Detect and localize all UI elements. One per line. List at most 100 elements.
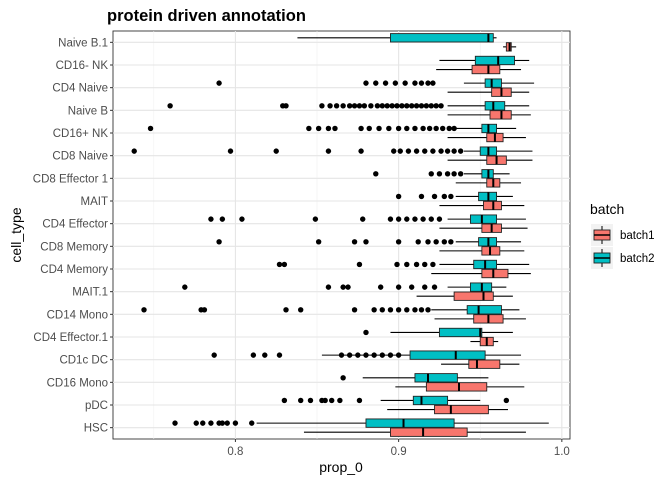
outlier-point xyxy=(340,103,346,109)
outlier-point xyxy=(361,103,368,109)
outlier-point xyxy=(332,125,338,132)
y-tick-label: HSC xyxy=(84,423,108,435)
outlier-point xyxy=(273,148,279,154)
outlier-point xyxy=(239,216,245,222)
outlier-point xyxy=(425,80,431,86)
outlier-point xyxy=(373,171,379,177)
box-batch2 xyxy=(141,305,520,315)
box-batch2 xyxy=(182,282,507,292)
outlier-point xyxy=(404,307,410,313)
outlier-point xyxy=(412,125,418,132)
outlier-point xyxy=(428,171,434,177)
outlier-point xyxy=(425,307,431,313)
box-batch1 xyxy=(470,336,499,347)
box-batch2 xyxy=(167,101,530,111)
outlier-point xyxy=(200,420,206,426)
outlier-point xyxy=(356,261,363,268)
outlier-point xyxy=(327,103,333,109)
box-batch2 xyxy=(281,395,510,406)
box-batch2 xyxy=(340,373,489,383)
outlier-point xyxy=(436,216,443,222)
outlier-point xyxy=(402,80,408,86)
outlier-point xyxy=(389,103,395,109)
outlier-point xyxy=(384,103,390,109)
outlier-point xyxy=(363,80,369,86)
outlier-point xyxy=(315,239,322,245)
y-tick-label: MAIT.1 xyxy=(72,287,108,299)
box-batch1 xyxy=(395,382,525,392)
outlier-point xyxy=(457,171,464,177)
outlier-point xyxy=(423,103,430,109)
iqr-box xyxy=(468,359,501,369)
outlier-point xyxy=(340,375,346,381)
box-batch1 xyxy=(436,64,522,75)
outlier-point xyxy=(444,171,451,177)
outlier-point xyxy=(371,352,377,358)
y-axis: Naive B.1 CD16- NK CD4 Naive Naive B CD16+ N… xyxy=(33,37,113,435)
outlier-point xyxy=(425,239,431,245)
outlier-point xyxy=(224,420,230,426)
outlier-point xyxy=(422,148,428,154)
outlier-point xyxy=(379,103,386,109)
outlier-point xyxy=(208,216,214,222)
box-batch1 xyxy=(455,178,522,188)
plot-panel xyxy=(112,30,571,440)
box-batch2 xyxy=(131,146,533,156)
outlier-point xyxy=(346,103,353,109)
outlier-point xyxy=(379,352,386,358)
box-batch2 xyxy=(297,33,497,43)
outlier-point xyxy=(503,397,510,404)
y-tick-label: CD4 Memory xyxy=(40,264,108,276)
x-axis: 0.8 0.9 1.0 xyxy=(227,439,570,458)
outlier-point xyxy=(412,80,418,86)
outlier-point xyxy=(395,307,402,313)
outlier-point xyxy=(262,352,268,358)
iqr-box xyxy=(390,33,494,43)
iqr-box xyxy=(466,305,502,315)
outlier-point xyxy=(283,307,289,313)
x-tick-label: 0.8 xyxy=(227,446,243,458)
outlier-point xyxy=(319,103,325,109)
outlier-point xyxy=(420,216,426,222)
outlier-point xyxy=(329,397,335,404)
outlier-point xyxy=(297,307,304,313)
box-batch2 xyxy=(276,259,530,270)
box-batch2 xyxy=(439,55,530,66)
legend-item-batch1: batch1 xyxy=(591,224,655,246)
outlier-point xyxy=(457,148,464,154)
y-tick-label: CD4 Effector.1 xyxy=(33,332,108,344)
outlier-point xyxy=(387,216,394,222)
outlier-point xyxy=(355,352,361,358)
outlier-point xyxy=(373,80,379,86)
box-batch2 xyxy=(208,214,526,224)
outlier-point xyxy=(422,261,428,268)
outlier-point xyxy=(413,148,420,154)
y-tick-label: CD16 Mono xyxy=(47,377,108,389)
outlier-point xyxy=(306,125,312,132)
y-tick-label: CD8 Naive xyxy=(52,151,108,163)
y-tick-label: CD14 Mono xyxy=(47,309,108,321)
x-axis-label: prop_0 xyxy=(319,459,363,475)
outlier-point xyxy=(404,103,410,109)
outlier-point xyxy=(276,352,283,358)
legend-item-batch2: batch2 xyxy=(591,247,655,269)
outlier-point xyxy=(420,125,426,132)
boxes xyxy=(131,33,549,437)
outlier-point xyxy=(428,103,434,109)
box-batch2 xyxy=(211,350,522,360)
outlier-point xyxy=(325,148,332,154)
box-batch1 xyxy=(447,87,530,97)
y-tick-label: pDC xyxy=(85,400,108,412)
outlier-point xyxy=(216,80,222,86)
outlier-point xyxy=(356,103,363,109)
outlier-point xyxy=(430,148,436,154)
legend-label: batch1 xyxy=(620,230,655,242)
outlier-point xyxy=(382,80,389,86)
outlier-point xyxy=(227,148,234,154)
outlier-point xyxy=(283,103,289,109)
outlier-point xyxy=(276,261,283,268)
outlier-point xyxy=(338,352,345,358)
box-batch1 xyxy=(416,291,513,301)
box-batch2 xyxy=(216,78,535,88)
outlier-point xyxy=(441,239,448,245)
